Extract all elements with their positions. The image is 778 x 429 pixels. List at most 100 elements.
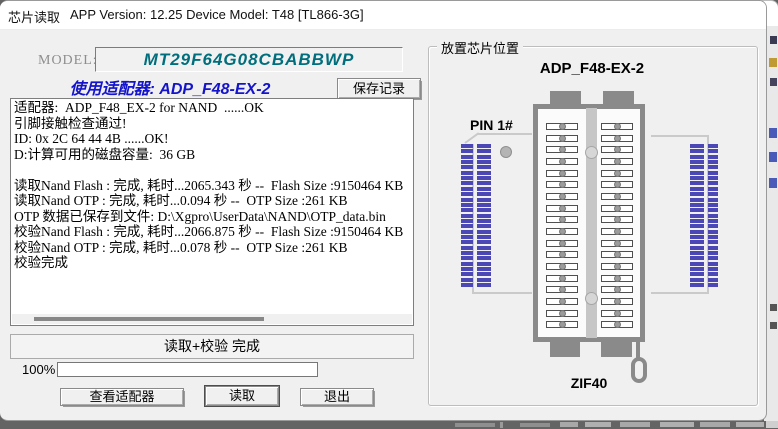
progress-bar <box>57 362 318 377</box>
pin-hole <box>558 274 566 282</box>
header-pin-bar <box>690 277 704 282</box>
pin-hole <box>558 181 566 189</box>
pin-hole <box>613 321 621 329</box>
header-pin-bar <box>708 283 718 288</box>
header-pin-bar <box>477 176 491 181</box>
pin-hole <box>613 158 621 165</box>
header-pin-bar <box>708 176 718 181</box>
header-pin-bar <box>477 170 491 175</box>
pin-hole <box>613 309 621 317</box>
header-pin-bar <box>461 256 473 261</box>
channel-hole <box>585 292 598 305</box>
wire-top-left <box>478 133 532 135</box>
header-pin-bar <box>477 181 491 186</box>
pin-hole <box>558 123 566 130</box>
header-pin-bar <box>461 224 473 229</box>
log-line: 校验Nand Flash : 完成, 耗时...2066.875 秒 -- Fl… <box>14 224 404 239</box>
header-pin-bar <box>690 256 704 261</box>
horizontal-scrollbar[interactable] <box>12 314 412 324</box>
header-pin-bar <box>708 170 718 175</box>
read-button[interactable]: 读取 <box>204 385 280 407</box>
scrollbar-thumb[interactable] <box>34 317 264 321</box>
header-pin-bar <box>477 272 491 277</box>
header-pin-bar <box>461 170 473 175</box>
header-pin-bar <box>477 251 491 255</box>
pin-hole <box>558 169 566 177</box>
save-record-button[interactable]: 保存记录 <box>337 78 421 99</box>
header-pin-bar <box>708 181 718 186</box>
header-pin-bar <box>461 181 473 186</box>
pin-hole <box>613 274 621 282</box>
header-pin-bar <box>708 160 718 165</box>
status-bar: 读取+校验 完成 <box>10 334 414 359</box>
header-pin-bar <box>461 234 473 239</box>
pin1-label: PIN 1# <box>470 117 513 133</box>
chip-read-dialog: 芯片读取 APP Version: 12.25 Device Model: T4… <box>0 0 767 421</box>
header-pin-bar <box>708 144 718 148</box>
log-line: 校验完成 <box>14 255 68 270</box>
background-window-fragment <box>769 58 777 67</box>
title-bar[interactable]: 芯片读取 APP Version: 12.25 Device Model: T4… <box>0 1 766 30</box>
header-pin-bar <box>708 208 718 213</box>
pin-hole <box>558 216 566 224</box>
channel-hole <box>585 146 598 159</box>
header-pin-bar <box>477 160 491 165</box>
pin-hole <box>558 158 566 165</box>
pin-hole <box>613 263 621 271</box>
header-pin-bar <box>461 165 473 170</box>
header-pin-bar <box>461 202 473 207</box>
pin-hole <box>558 251 566 259</box>
header-pin-bar <box>477 224 491 229</box>
log-line: ID: 0x 2C 64 44 4B ......OK! <box>14 131 169 146</box>
background-window-fragment <box>766 421 778 428</box>
header-pin-bar <box>477 256 491 261</box>
header-pin-bar <box>461 208 473 213</box>
pin-hole <box>613 169 621 177</box>
header-pin-bar <box>461 245 473 250</box>
pin-hole <box>613 251 621 259</box>
header-pin-bar <box>690 186 704 191</box>
pin-hole <box>613 134 621 142</box>
exit-button[interactable]: 退出 <box>300 388 374 406</box>
background-window-fragment <box>770 322 777 329</box>
pin-hole <box>558 263 566 271</box>
header-pin-bar <box>461 229 473 234</box>
background-window-fragment <box>620 422 650 427</box>
header-pin-bar <box>690 245 704 250</box>
header-pin-bar <box>461 261 473 266</box>
header-pin-bar <box>708 202 718 207</box>
log-line: OTP 数据已保存到文件: D:\Xgpro\UserData\NAND\OTP… <box>14 208 386 224</box>
socket-center-channel <box>586 108 597 338</box>
header-pin-bar <box>690 181 704 186</box>
view-adapter-button[interactable]: 查看适配器 <box>60 388 184 406</box>
header-pin-bar <box>461 160 473 165</box>
header-pin-bar <box>461 277 473 282</box>
header-pin-bar <box>461 251 473 255</box>
pin-hole <box>558 286 566 294</box>
pin-hole <box>613 146 621 154</box>
header-pin-bar <box>708 261 718 266</box>
header-pin-bar <box>461 240 473 245</box>
header-pin-bar <box>477 192 491 197</box>
wire-top-right <box>651 135 709 137</box>
log-area[interactable]: 适配器: ADP_F48_EX-2 for NAND ......OK 引脚接触检… <box>10 98 414 326</box>
header-pin-bar <box>708 149 718 154</box>
model-label: MODEL: <box>38 53 98 68</box>
wire-bottom-right <box>651 292 709 294</box>
pin-hole <box>558 146 566 154</box>
wire-left-vertical <box>472 144 474 293</box>
chip-placement-groupbox <box>428 46 758 406</box>
background-window-fragment <box>585 422 611 427</box>
pin-hole <box>558 298 566 306</box>
header-pin-bar <box>690 165 704 170</box>
window-title: 芯片读取 <box>8 10 61 25</box>
header-pin-bar <box>690 272 704 277</box>
background-window-fragment <box>769 152 777 162</box>
header-pin-bar <box>708 277 718 282</box>
background-window-bottom-strip <box>0 421 778 429</box>
header-pin-bar <box>708 197 718 202</box>
pin-hole <box>613 181 621 189</box>
header-pin-bar <box>690 170 704 175</box>
log-line: 读取Nand Flash : 完成, 耗时...2065.343 秒 -- Fl… <box>14 177 404 193</box>
header-pin-bar <box>477 154 491 159</box>
